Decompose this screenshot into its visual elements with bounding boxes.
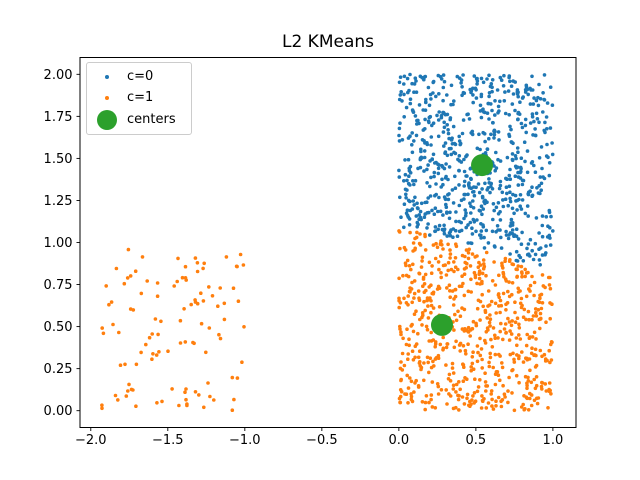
y-tick-label: 0.25 <box>44 362 73 377</box>
y-tick-label: 0.50 <box>44 320 73 335</box>
legend-entry-c0: c=0 <box>87 66 185 87</box>
legend-entry-c1: c=1 <box>87 87 185 108</box>
cluster-center-marker <box>430 313 453 336</box>
y-tick-label: 0.75 <box>44 278 73 293</box>
y-tick-label: 2.00 <box>44 68 73 83</box>
series-c1 <box>100 229 554 413</box>
y-tick-label: 1.00 <box>44 236 73 251</box>
series-c0 <box>397 72 555 267</box>
legend-entry-centers: centers <box>87 108 185 131</box>
legend-label-c0: c=0 <box>127 69 154 84</box>
centers-dot-icon <box>97 109 117 130</box>
x-tick-label: 0.5 <box>466 433 487 448</box>
x-tick-label: 1.0 <box>543 433 564 448</box>
y-tick-label: 1.50 <box>44 152 73 167</box>
y-tick-label: 1.75 <box>44 110 73 125</box>
legend-box: c=0 c=1 centers <box>86 62 192 135</box>
legend-marker-wrap <box>87 74 127 79</box>
series-centers <box>430 154 494 336</box>
y-tick-label: 1.25 <box>44 194 73 209</box>
x-tick-label: −1.5 <box>152 433 184 448</box>
axes-spines <box>79 57 577 428</box>
x-axis: −2.0 −1.5 −1.0 −0.5 0.0 0.5 1.0 <box>75 427 564 448</box>
legend-marker-wrap <box>87 109 127 130</box>
y-axis: 0.00 0.25 0.50 0.75 1.00 1.25 1.50 1.75 2.00 <box>44 68 80 419</box>
y-tick-label: 0.00 <box>44 404 73 419</box>
legend-label-c1: c=1 <box>127 90 154 105</box>
x-tick-label: −1.0 <box>229 433 261 448</box>
cluster-center-marker <box>471 154 494 177</box>
x-tick-label: −0.5 <box>306 433 338 448</box>
x-tick-label: 0.0 <box>389 433 410 448</box>
c1-dot-icon <box>105 95 109 100</box>
chart-title: L2 KMeans <box>281 32 374 52</box>
c0-dot-icon <box>105 74 109 79</box>
legend-marker-wrap <box>87 95 127 100</box>
x-tick-label: −2.0 <box>75 433 107 448</box>
legend-label-centers: centers <box>127 112 176 127</box>
